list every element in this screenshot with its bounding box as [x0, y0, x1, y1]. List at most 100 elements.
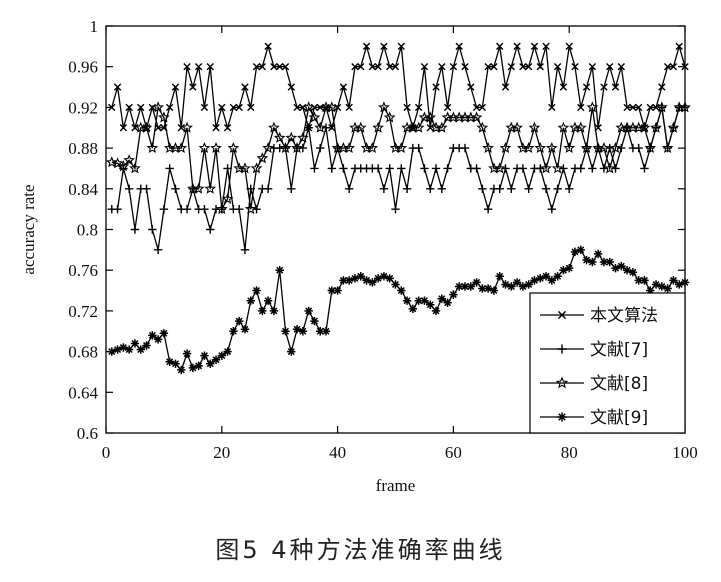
point-marker — [183, 63, 191, 71]
point-marker — [327, 164, 337, 173]
point-marker — [640, 276, 649, 285]
point-marker — [105, 156, 118, 168]
point-marker — [124, 345, 134, 354]
point-marker — [478, 284, 487, 293]
point-marker — [557, 121, 570, 133]
point-marker — [553, 272, 562, 281]
point-marker — [131, 124, 139, 132]
point-marker — [617, 261, 626, 271]
point-marker — [281, 327, 290, 336]
point-marker — [279, 141, 292, 154]
point-marker — [194, 361, 203, 371]
point-marker — [287, 347, 296, 356]
point-marker — [570, 247, 580, 257]
point-marker — [304, 123, 313, 132]
point-marker — [140, 121, 153, 133]
y-tick-label: 1 — [90, 17, 99, 36]
x-axis-ticks: 0 20 40 60 80 100 — [102, 26, 698, 462]
point-marker — [656, 101, 668, 113]
y-tick-label: 0.96 — [68, 58, 98, 77]
point-marker — [153, 245, 163, 255]
point-marker — [679, 101, 691, 113]
point-marker — [675, 280, 684, 289]
point-marker — [557, 310, 567, 320]
point-marker — [420, 296, 429, 305]
point-marker — [437, 184, 447, 193]
point-marker — [210, 141, 222, 154]
point-marker — [316, 103, 324, 112]
point-marker — [426, 184, 435, 193]
point-marker — [559, 83, 568, 91]
point-marker — [252, 63, 261, 71]
point-marker — [681, 63, 689, 71]
point-marker — [580, 141, 593, 154]
point-marker — [574, 121, 587, 133]
point-marker — [530, 276, 539, 285]
x-tick-label: 40 — [329, 443, 346, 462]
point-marker — [373, 274, 383, 283]
point-marker — [426, 300, 435, 309]
point-marker — [177, 365, 186, 375]
point-marker — [483, 204, 493, 214]
point-marker — [489, 286, 499, 295]
point-marker — [386, 63, 394, 71]
point-marker — [123, 154, 135, 166]
point-marker — [414, 143, 423, 153]
point-marker — [449, 63, 458, 71]
point-marker — [321, 327, 331, 336]
point-marker — [495, 184, 504, 193]
y-tick-label: 0.84 — [68, 180, 98, 199]
point-marker — [165, 103, 174, 112]
point-marker — [291, 141, 303, 154]
series-ref7 — [107, 103, 690, 255]
point-marker — [215, 203, 228, 215]
point-marker — [281, 63, 290, 71]
point-marker — [244, 203, 257, 215]
point-marker — [345, 103, 353, 112]
point-marker — [298, 327, 308, 336]
point-marker — [466, 282, 475, 291]
point-marker — [354, 121, 367, 133]
point-marker — [211, 355, 221, 364]
point-marker — [658, 83, 666, 91]
point-marker — [540, 162, 552, 174]
x-tick-label: 0 — [102, 443, 111, 462]
point-marker — [650, 121, 662, 133]
point-marker — [553, 184, 562, 193]
point-marker — [263, 184, 273, 193]
point-marker — [565, 184, 574, 193]
point-marker — [241, 83, 249, 91]
point-marker — [223, 164, 232, 173]
point-marker — [424, 111, 437, 123]
y-tick-label: 0.8 — [77, 221, 98, 240]
point-marker — [344, 276, 354, 285]
point-marker — [391, 63, 400, 71]
series-layer — [105, 42, 691, 375]
point-marker — [534, 141, 547, 154]
point-marker — [368, 278, 377, 287]
point-marker — [576, 245, 585, 255]
point-marker — [622, 266, 632, 275]
point-marker — [397, 42, 405, 51]
point-marker — [285, 131, 298, 143]
x-tick-label: 60 — [445, 443, 462, 462]
point-marker — [680, 278, 690, 287]
point-marker — [588, 164, 597, 173]
point-marker — [490, 63, 498, 71]
point-marker — [111, 157, 124, 169]
point-marker — [634, 276, 643, 285]
point-marker — [200, 204, 209, 214]
point-marker — [455, 42, 463, 51]
point-marker — [403, 103, 411, 112]
x-tick-label: 80 — [561, 443, 578, 462]
point-marker — [644, 141, 657, 154]
point-marker — [541, 184, 551, 193]
point-marker — [397, 164, 406, 173]
point-marker — [152, 101, 164, 113]
point-marker — [511, 121, 523, 133]
point-marker — [137, 103, 145, 112]
point-marker — [443, 103, 452, 112]
point-marker — [287, 184, 296, 193]
point-marker — [586, 101, 599, 113]
point-marker — [357, 63, 365, 71]
